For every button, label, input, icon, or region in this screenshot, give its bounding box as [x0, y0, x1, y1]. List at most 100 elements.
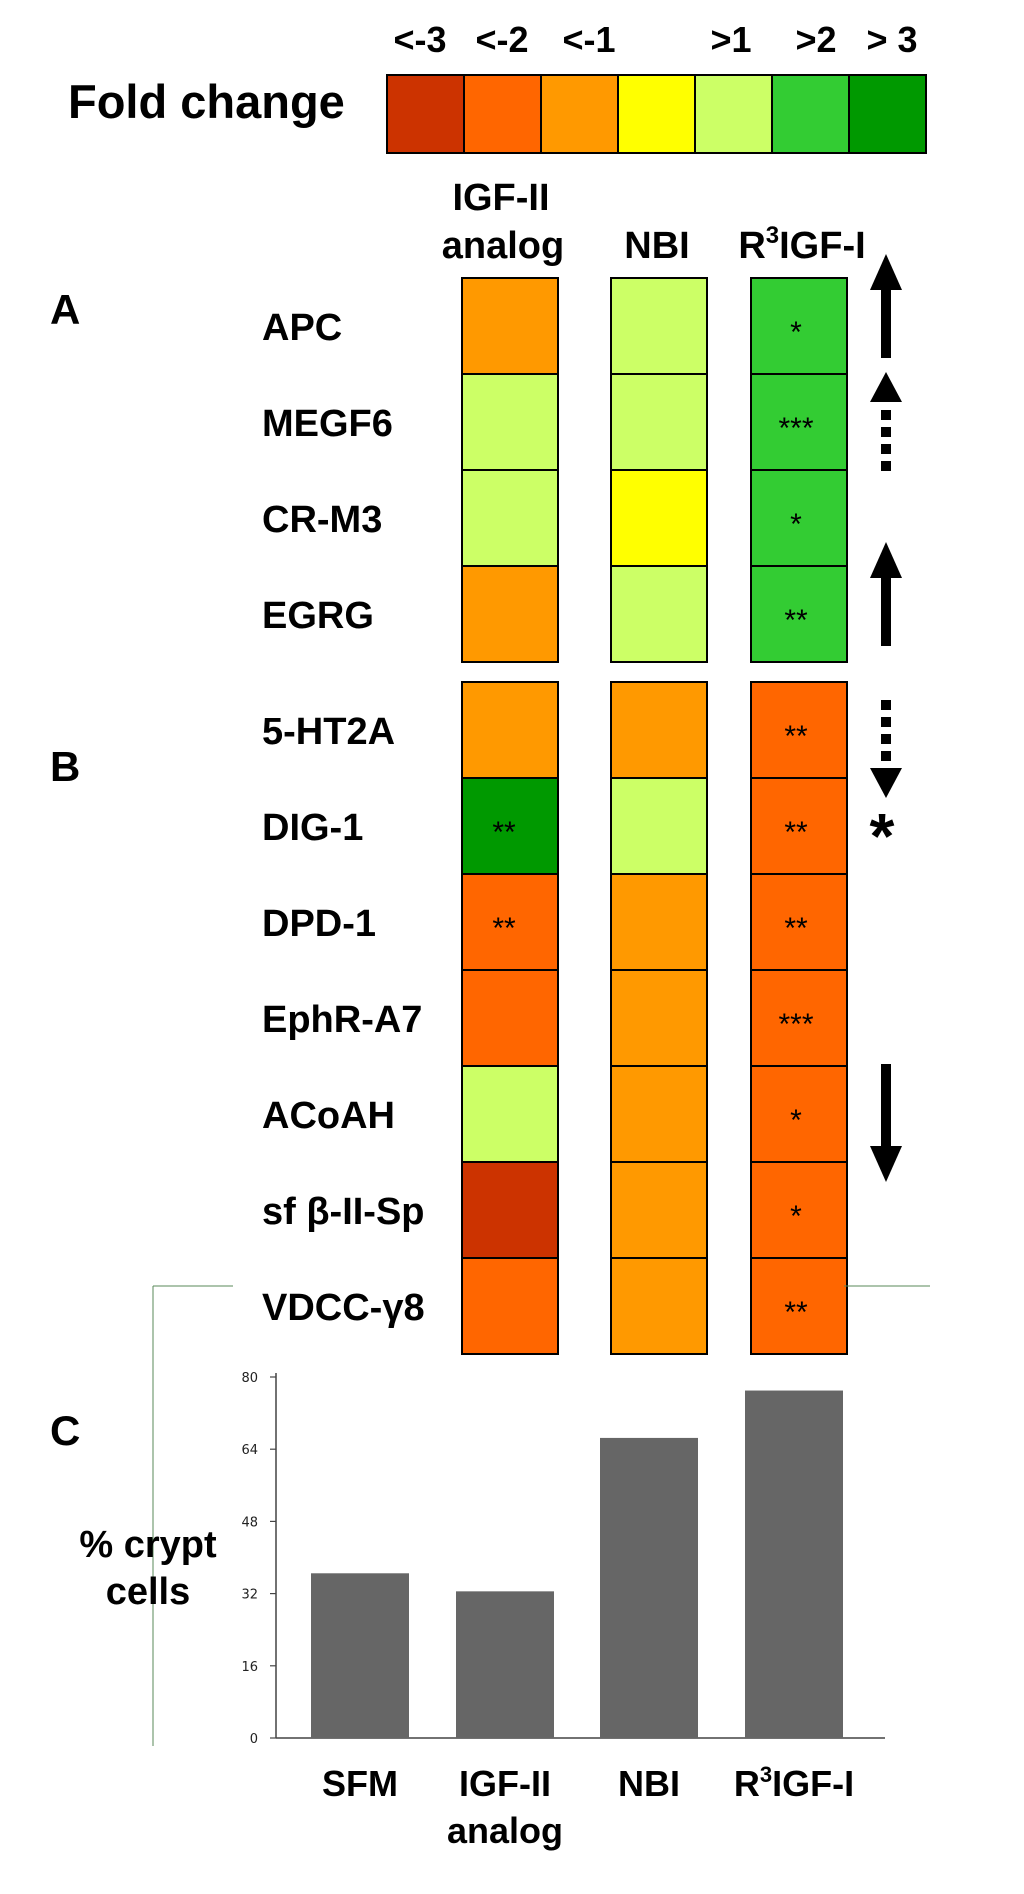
legend-swatch: [694, 74, 773, 154]
heatmap-row: CR-M3 *: [262, 469, 848, 567]
x-tick-label: NBI: [618, 1763, 680, 1804]
y-axis-label-line2: cells: [106, 1571, 191, 1613]
heatmap-row: EphR-A7 ***: [262, 969, 848, 1067]
legend-tick-label: <-2: [475, 19, 528, 60]
heatmap-cell: [610, 469, 708, 567]
significance-mark: *: [790, 316, 802, 349]
regulation-markers: *: [870, 254, 902, 1182]
heatmap-cell: [610, 277, 708, 375]
heatmap: APC *MEGF6 ***CR-M3 *EGRG **5-HT2A **DIG-1 ** *…: [262, 277, 848, 1355]
gene-label: ACoAH: [262, 1095, 395, 1137]
heatmap-cell: [461, 469, 559, 567]
y-tick-label: 64: [241, 1443, 258, 1458]
legend-swatch: [848, 74, 927, 154]
panel-label-b: B: [50, 743, 80, 790]
heatmap-row: EGRG **: [262, 565, 848, 663]
svg-text:*: *: [870, 800, 895, 872]
gene-label: DPD-1: [262, 903, 376, 945]
significance-mark: *: [790, 1104, 802, 1137]
heatmap-cell: [610, 969, 708, 1067]
legend-tick-labels: <-3 <-2 <-1 >1 >2 > 3: [393, 19, 917, 60]
heatmap-cell: [750, 565, 848, 663]
column-header-nbi: NBI: [624, 225, 689, 267]
y-tick-label: 32: [241, 1588, 258, 1603]
y-tick-label: 0: [250, 1732, 258, 1747]
bar: [745, 1390, 843, 1738]
y-axis-label-line1: % crypt: [79, 1524, 217, 1566]
heatmap-cell: [461, 873, 559, 971]
column-headers: IGF-II analog NBI R3IGF-I: [442, 177, 866, 267]
significance-mark: **: [784, 912, 808, 945]
column-header-igf2-line2: analog: [442, 225, 564, 267]
heatmap-cell: [610, 565, 708, 663]
heatmap-cell: [461, 565, 559, 663]
heatmap-row: ACoAH *: [262, 1065, 848, 1163]
heatmap-cell: [461, 1257, 559, 1355]
heatmap-cell: [610, 873, 708, 971]
gene-label: EGRG: [262, 595, 374, 637]
y-tick-label: 80: [241, 1371, 258, 1386]
legend-swatch: [617, 74, 696, 154]
arrow-down-solid-icon: [870, 1064, 902, 1182]
panel-label-a: A: [50, 286, 80, 333]
gene-label: DIG-1: [262, 807, 363, 849]
significance-mark: **: [492, 912, 516, 945]
heatmap-row: VDCC-γ8 **: [262, 1257, 848, 1355]
heatmap-row: 5-HT2A **: [262, 681, 848, 779]
heatmap-cell: [750, 969, 848, 1067]
legend-tick-label: >2: [795, 19, 836, 60]
legend-swatch: [540, 74, 619, 154]
heatmap-cell: [610, 373, 708, 471]
heatmap-cell: [461, 1161, 559, 1259]
bars: [311, 1390, 843, 1738]
column-header-igf2-line1: IGF-II: [452, 177, 549, 219]
gene-label: APC: [262, 307, 342, 349]
gene-label: CR-M3: [262, 499, 382, 541]
heatmap-cell: [461, 777, 559, 875]
arrow-up-solid-icon: [870, 542, 902, 646]
legend-tick-label: > 3: [866, 19, 917, 60]
legend-tick-label: <-1: [562, 19, 615, 60]
column-header-r3igf1: R3IGF-I: [738, 222, 865, 267]
heatmap-cell: [461, 681, 559, 779]
asterisk-marker: *: [870, 800, 895, 872]
y-tick-label: 16: [241, 1660, 258, 1675]
x-axis-labels: SFM IGF-II analog NBI R3IGF-I: [322, 1762, 854, 1851]
heatmap-cell: [750, 1257, 848, 1355]
significance-mark: **: [784, 1296, 808, 1329]
gene-label: 5-HT2A: [262, 711, 395, 753]
heatmap-cell: [750, 1065, 848, 1163]
gene-label: MEGF6: [262, 403, 393, 445]
heatmap-cell: [750, 469, 848, 567]
legend-swatch: [771, 74, 850, 154]
legend-color-scale: [386, 74, 927, 154]
bar: [600, 1437, 698, 1738]
significance-mark: *: [790, 508, 802, 541]
panel-label-c: C: [50, 1407, 80, 1454]
heatmap-cell: [461, 277, 559, 375]
bar-chart: % crypt cells 0 16 32 48 64 80 SFM IGF-II analo…: [79, 1371, 885, 1851]
arrow-down-dashed-icon: [870, 700, 902, 798]
heatmap-cell: [750, 277, 848, 375]
gene-label: VDCC-γ8: [262, 1287, 425, 1329]
arrow-up-solid-icon: [870, 254, 902, 358]
y-axis-ticks: 0 16 32 48 64 80: [241, 1371, 276, 1747]
legend-swatch: [386, 74, 465, 154]
x-tick-label: IGF-II: [459, 1763, 551, 1804]
x-tick-label: SFM: [322, 1763, 398, 1804]
bar: [456, 1591, 554, 1738]
heatmap-cell: [750, 373, 848, 471]
significance-mark: *: [790, 1200, 802, 1233]
y-tick-label: 48: [241, 1515, 258, 1530]
heatmap-cell: [461, 1065, 559, 1163]
significance-mark: **: [784, 720, 808, 753]
significance-mark: **: [784, 816, 808, 849]
legend-tick-label: >1: [710, 19, 751, 60]
significance-mark: ***: [778, 1008, 813, 1041]
heatmap-row: MEGF6 ***: [262, 373, 848, 471]
x-tick-label: analog: [447, 1810, 563, 1851]
heatmap-cell: [610, 681, 708, 779]
fold-change-legend: Fold change <-3 <-2 <-1 >1 >2 > 3: [68, 19, 927, 154]
legend-swatch: [463, 74, 542, 154]
